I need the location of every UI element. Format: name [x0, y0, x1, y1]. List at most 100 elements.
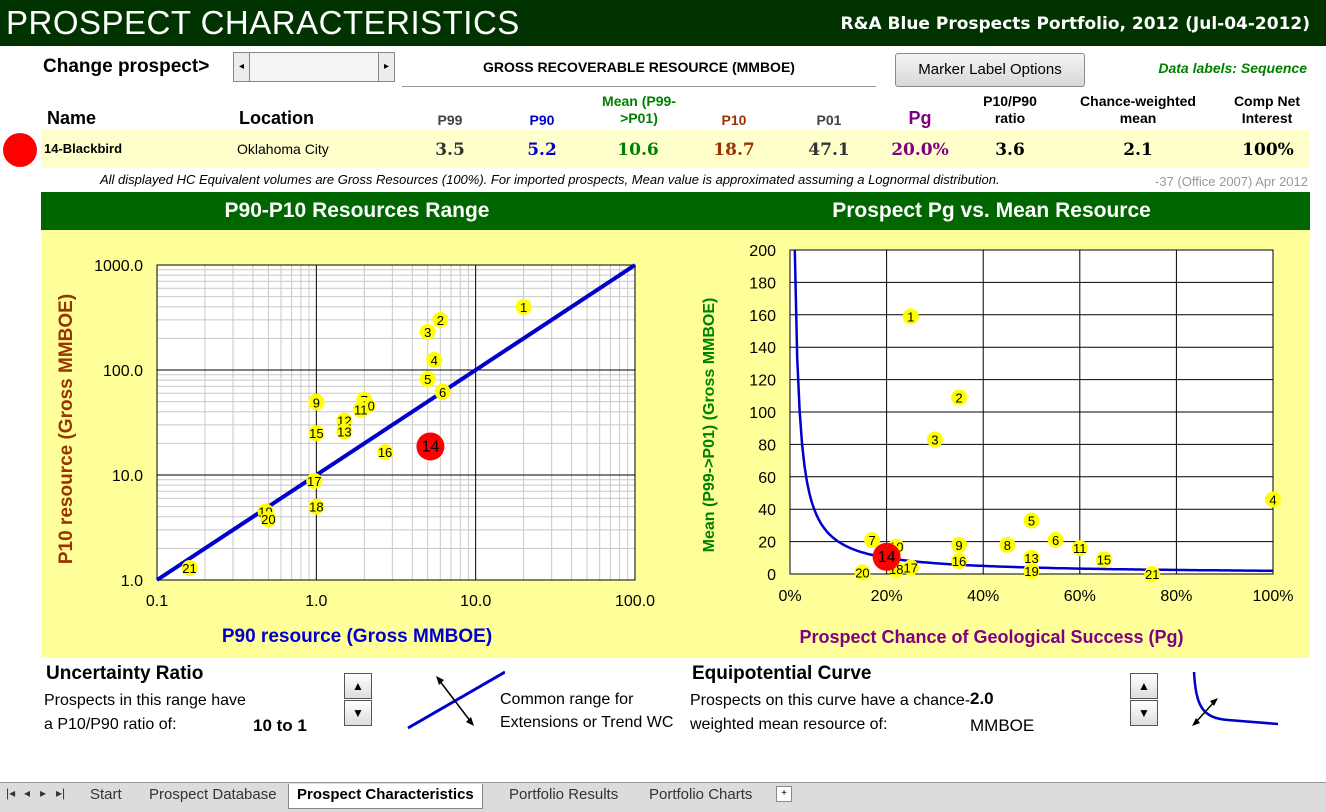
svg-text:3: 3: [424, 325, 431, 340]
svg-text:2: 2: [437, 313, 444, 328]
chart2-ytick: 80: [758, 437, 776, 454]
svg-text:9: 9: [955, 538, 962, 553]
uncertainty-value: 10 to 1: [253, 716, 307, 735]
svg-text:13: 13: [1024, 551, 1038, 566]
equipotential-unit: MMBOE: [970, 716, 1035, 735]
chart1-point-16: 16: [377, 444, 394, 461]
chart1-point-18: 18: [308, 498, 325, 515]
value-ratio: 3.6: [995, 140, 1025, 160]
value-mean: 10.6: [617, 140, 659, 160]
col-p99: P99: [437, 112, 463, 128]
svg-text:16: 16: [378, 445, 392, 460]
uncertainty-line1: Prospects in this range have: [44, 692, 246, 709]
svg-text:13: 13: [337, 424, 351, 439]
chart2-ytick: 140: [749, 340, 776, 357]
prospect-scrollbar-track[interactable]: [250, 52, 378, 82]
tab-start[interactable]: Start: [90, 786, 122, 803]
svg-text:17: 17: [307, 474, 321, 489]
prospect-marker: [3, 133, 37, 167]
chart2-ytick: 20: [758, 535, 776, 552]
chart1-point-11: 11: [352, 401, 369, 418]
svg-text:14: 14: [878, 549, 896, 566]
range-legend-icon: [407, 670, 505, 730]
chart2-ytick: 120: [749, 373, 776, 390]
chart1-xtick: 100.0: [615, 593, 655, 610]
chart2-xlabel: Prospect Chance of Geological Success (P…: [799, 627, 1184, 647]
insert-sheet-icon[interactable]: +: [776, 786, 792, 802]
version-note: -37 (Office 2007) Apr 2012: [1155, 174, 1308, 189]
chart1-point-3: 3: [419, 324, 436, 341]
chart2-title: Prospect Pg vs. Mean Resource: [673, 192, 1310, 230]
svg-text:17: 17: [904, 561, 918, 576]
equipotential-line1: Prospects on this curve have a chance-: [690, 692, 971, 709]
page-title: PROSPECT CHARACTERISTICS: [6, 4, 520, 41]
svg-text:11: 11: [1073, 541, 1087, 556]
value-p10: 18.7: [713, 140, 755, 160]
equipotential-title: Equipotential Curve: [692, 663, 872, 684]
col-comp-net: Comp Net Interest: [1233, 93, 1301, 126]
title-bar: [0, 0, 1326, 46]
uncertainty-line2: a P10/P90 ratio of:: [44, 716, 177, 733]
pg-vs-mean-chart: 0% 20% 40% 60% 80% 100%0204060801001201401601…: [749, 243, 1293, 605]
first-sheet-nav[interactable]: |◂: [6, 786, 16, 800]
equipotential-up-button[interactable]: ▲: [1130, 673, 1158, 699]
tab-prospect-characteristics[interactable]: Prospect Characteristics: [288, 784, 483, 809]
last-sheet-nav[interactable]: ▸|: [56, 786, 66, 800]
svg-text:14: 14: [422, 438, 440, 455]
svg-text:6: 6: [439, 385, 446, 400]
chart2-point-1: 1: [902, 308, 919, 325]
chart2-point-6: 6: [1047, 531, 1064, 548]
chart2-xtick: 0%: [778, 588, 801, 605]
svg-text:6: 6: [1052, 533, 1059, 548]
marker-label-options-button[interactable]: Marker Label Options: [895, 53, 1085, 87]
svg-text:7: 7: [868, 533, 875, 548]
chart2-point-11: 11: [1071, 540, 1088, 557]
svg-text:2: 2: [955, 390, 962, 405]
uncertainty-down-button[interactable]: ▼: [344, 700, 372, 726]
svg-text:11: 11: [354, 403, 368, 418]
value-comp-net: 100%: [1242, 140, 1294, 160]
chart2-xtick: 80%: [1160, 588, 1192, 605]
prospect-row: [41, 130, 1309, 168]
prospect-location: Oklahoma City: [237, 141, 329, 157]
prev-sheet-nav[interactable]: ◂: [24, 786, 31, 800]
svg-text:15: 15: [1097, 552, 1111, 567]
svg-text:20: 20: [261, 512, 275, 527]
chart1-ratio-line: [155, 263, 637, 582]
chart1-point-4: 4: [426, 351, 443, 368]
chart1-xlabel: P90 resource (Gross MMBOE): [221, 626, 493, 647]
next-sheet-nav[interactable]: ▸: [40, 786, 47, 800]
tab-portfolio-charts[interactable]: Portfolio Charts: [649, 786, 753, 803]
uncertainty-up-button[interactable]: ▲: [344, 673, 372, 699]
chart2-point-16: 16: [951, 553, 968, 570]
range-legend-line2: Extensions or Trend WC: [500, 714, 674, 731]
equipotential-legend-icon: [1192, 671, 1279, 726]
scroll-left-button[interactable]: ◂: [233, 52, 250, 82]
chart1-point-14: 14: [416, 432, 445, 461]
chart1-point-1: 1: [515, 298, 532, 315]
range-legend-line1: Common range for: [500, 691, 634, 708]
equipotential-line2: weighted mean resource of:: [690, 716, 888, 733]
chart2-point-13: 13: [1023, 549, 1040, 566]
chart1-point-13: 13: [336, 423, 353, 440]
chart1-ytick: 1.0: [121, 573, 143, 590]
tab-prospect-database[interactable]: Prospect Database: [149, 786, 277, 803]
col-p01: P01: [816, 112, 842, 128]
chart1-ytick: 1000.0: [94, 258, 143, 275]
tab-portfolio-results[interactable]: Portfolio Results: [509, 786, 619, 803]
value-p90: 5.2: [527, 140, 557, 160]
svg-text:3: 3: [931, 433, 938, 448]
col-p90: P90: [529, 112, 555, 128]
col-name: Name: [47, 108, 97, 128]
chart2-point-7: 7: [864, 531, 881, 548]
value-p01: 47.1: [808, 140, 850, 160]
equipotential-down-button[interactable]: ▼: [1130, 700, 1158, 726]
svg-text:18: 18: [309, 500, 323, 515]
chart2-point-2: 2: [951, 389, 968, 406]
disclaimer-note: All displayed HC Equivalent volumes are …: [100, 172, 1000, 187]
col-ratio: P10/P90 ratio: [983, 93, 1037, 126]
scroll-right-button[interactable]: ▸: [378, 52, 395, 82]
col-p10: P10: [721, 112, 747, 128]
chart2-point-19: 19: [1023, 562, 1040, 579]
chart1-point-15: 15: [308, 425, 325, 442]
